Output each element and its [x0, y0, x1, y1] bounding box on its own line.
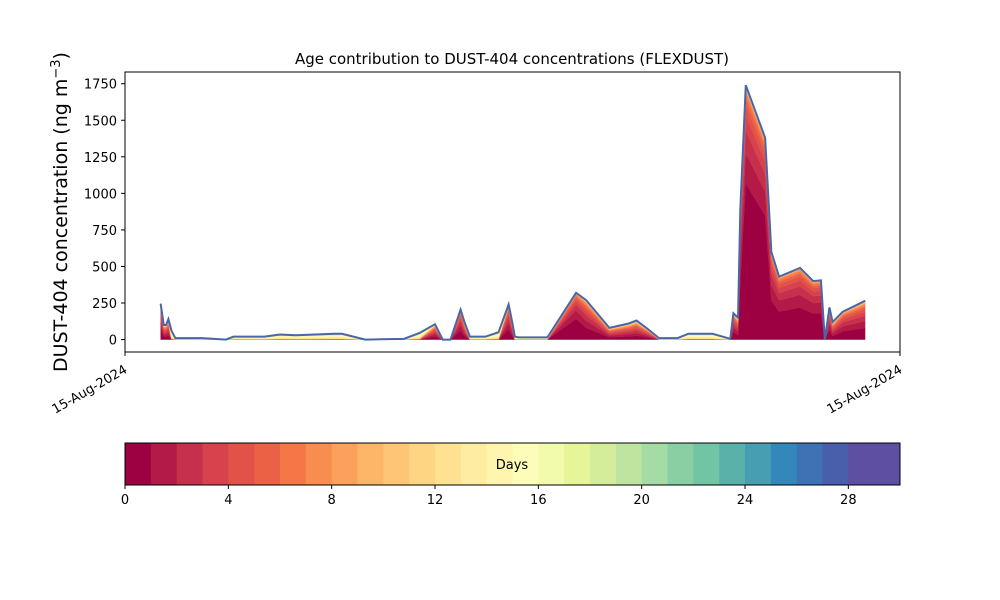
colorbar-tick-label: 8 [328, 493, 336, 508]
colorbar-swatch-3 [202, 443, 229, 485]
x-tick-label: 15-Aug-2024 [825, 362, 905, 417]
colorbar-swatch-25 [770, 443, 798, 485]
colorbar-tick-label: 24 [737, 493, 754, 508]
colorbar-swatch-16 [538, 443, 565, 485]
colorbar-swatch-24 [745, 443, 772, 485]
colorbar-swatch-23 [719, 443, 746, 485]
colorbar-tick-label: 28 [840, 493, 857, 508]
colorbar-swatch-4 [228, 443, 255, 485]
colorbar-swatch-26 [796, 443, 823, 485]
colorbar-swatch-19 [615, 443, 643, 485]
area-band-day-0 [160, 182, 866, 341]
colorbar-tick-label: 16 [530, 493, 547, 508]
y-tick-label: 750 [92, 224, 117, 239]
colorbar-swatches [125, 443, 901, 485]
colorbar-swatch-20 [641, 443, 668, 485]
y-tick-label: 500 [92, 260, 117, 275]
colorbar-swatch-11 [409, 443, 436, 485]
colorbar-swatch-14 [486, 443, 513, 485]
total-outline-line [159, 84, 866, 341]
colorbar-tick-label: 4 [224, 493, 232, 508]
colorbar-swatch-29 [874, 443, 901, 485]
plot-area [124, 71, 901, 353]
x-axis: 15-Aug-2024 15-Aug-2024 [50, 352, 905, 418]
colorbar-tick-label: 20 [633, 493, 650, 508]
colorbar-swatch-12 [435, 443, 462, 485]
colorbar-swatch-6 [280, 443, 307, 485]
y-axis-label: DUST-404 concentration (ng m−3) [49, 52, 73, 372]
colorbar-swatch-8 [331, 443, 358, 485]
y-axis-label-close: ) [50, 52, 72, 59]
y-tick-label: 1750 [84, 78, 117, 93]
colorbar-swatch-21 [667, 443, 694, 485]
colorbar-tick-label: 12 [427, 493, 444, 508]
colorbar-swatch-13 [460, 443, 488, 485]
colorbar-swatch-28 [848, 443, 875, 485]
y-axis: 0 250 500 750 1000 1250 1500 1750 [84, 78, 125, 349]
colorbar-swatch-15 [512, 443, 539, 485]
y-axis-label-main: DUST-404 concentration (ng m [50, 79, 72, 372]
colorbar-tick-label: 0 [121, 493, 129, 508]
y-tick-label: 250 [92, 297, 117, 312]
colorbar-swatch-22 [693, 443, 720, 485]
colorbar-swatch-17 [564, 443, 591, 485]
colorbar-swatch-5 [254, 443, 281, 485]
y-tick-label: 1500 [84, 114, 117, 129]
colorbar-swatch-2 [176, 443, 203, 485]
colorbar-swatch-27 [822, 443, 849, 485]
plot-frame [124, 71, 901, 353]
colorbar-ticks: 0 4 8 12 16 20 24 28 [121, 485, 857, 508]
colorbar: Days 0 4 8 12 16 20 24 28 [121, 442, 901, 508]
colorbar-swatch-0 [125, 443, 152, 485]
colorbar-frame [124, 442, 901, 486]
y-axis-label-exponent: −3 [49, 59, 64, 78]
chart-title: Age contribution to DUST-404 concentrati… [295, 50, 729, 68]
colorbar-swatch-10 [383, 443, 410, 485]
y-tick-label: 0 [109, 334, 117, 349]
y-tick-label: 1250 [84, 151, 117, 166]
colorbar-label: Days [496, 458, 529, 473]
y-tick-label: 1000 [84, 187, 117, 202]
colorbar-swatch-18 [590, 443, 617, 485]
colorbar-swatch-9 [357, 443, 384, 485]
colorbar-swatch-1 [150, 443, 178, 485]
colorbar-swatch-7 [305, 443, 333, 485]
